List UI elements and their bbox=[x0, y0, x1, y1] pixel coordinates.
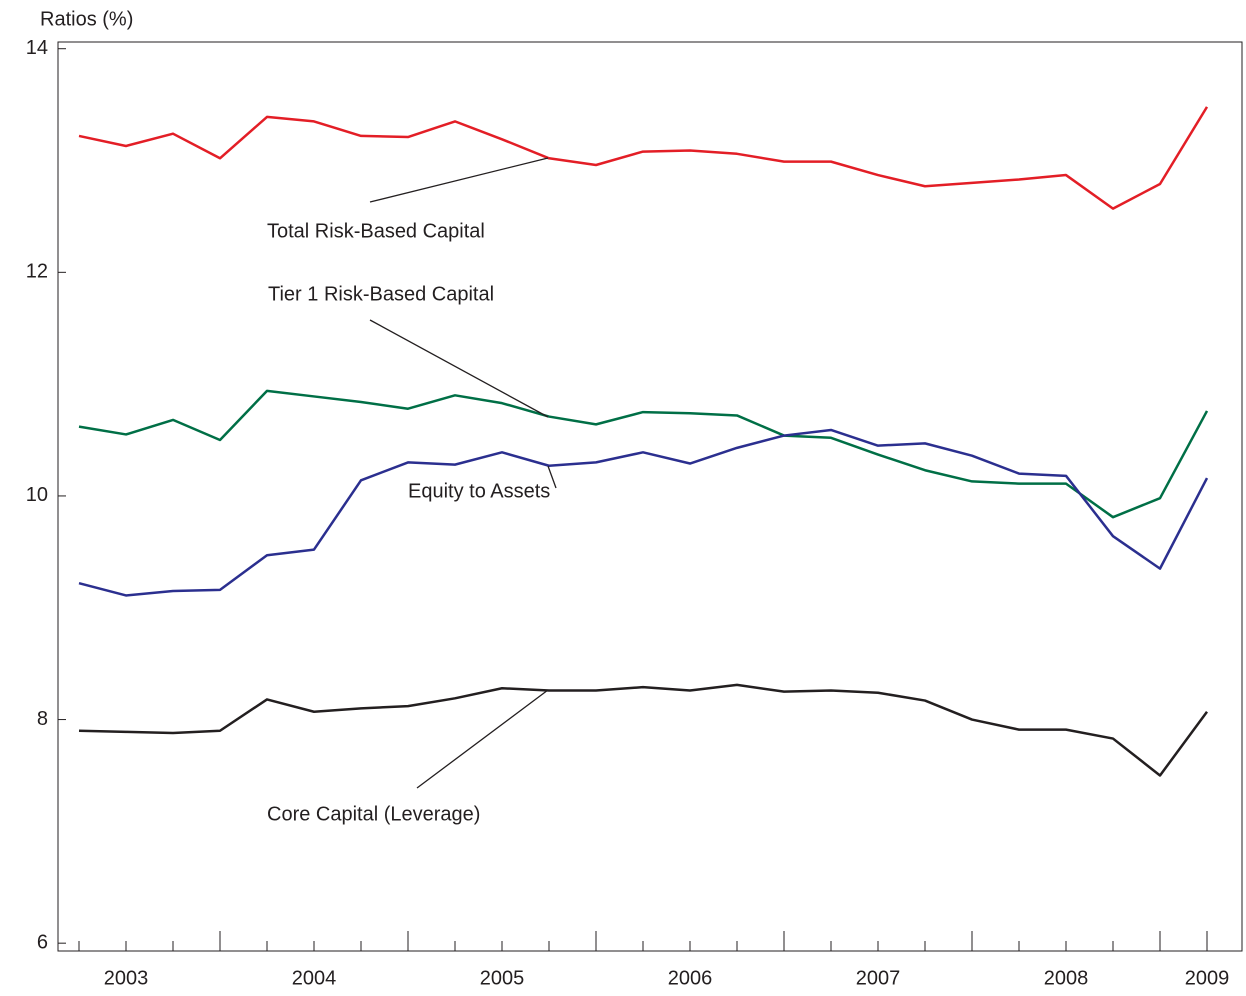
y-tick-label: 6 bbox=[37, 931, 48, 953]
x-tick-label: 2004 bbox=[292, 967, 337, 989]
x-tick-label: 2003 bbox=[104, 967, 149, 989]
series-line bbox=[78, 106, 1209, 210]
series-line bbox=[78, 428, 1209, 597]
y-tick-label: 14 bbox=[26, 37, 48, 59]
series-label: Equity to Assets bbox=[408, 480, 550, 502]
series-line bbox=[78, 389, 1209, 519]
x-tick-label: 2009 bbox=[1185, 967, 1230, 989]
x-tick-label: 2008 bbox=[1044, 967, 1089, 989]
series-label: Total Risk-Based Capital bbox=[267, 220, 485, 242]
series-line bbox=[78, 683, 1209, 777]
series-label: Core Capital (Leverage) bbox=[267, 803, 480, 825]
y-axis-label: Ratios (%) bbox=[40, 8, 133, 30]
annotation-leader bbox=[369, 319, 549, 418]
x-tick-label: 2006 bbox=[668, 967, 713, 989]
annotation-leader bbox=[416, 689, 549, 789]
series-label: Tier 1 Risk-Based Capital bbox=[268, 283, 494, 305]
x-tick-label: 2005 bbox=[480, 967, 525, 989]
annotation-leader bbox=[369, 157, 549, 203]
plot-frame bbox=[57, 41, 1243, 952]
x-tick-label: 2007 bbox=[856, 967, 901, 989]
y-tick-label: 10 bbox=[26, 484, 48, 506]
y-tick-label: 8 bbox=[37, 708, 48, 730]
y-tick-label: 12 bbox=[26, 261, 48, 283]
annotation-leader bbox=[547, 465, 557, 489]
